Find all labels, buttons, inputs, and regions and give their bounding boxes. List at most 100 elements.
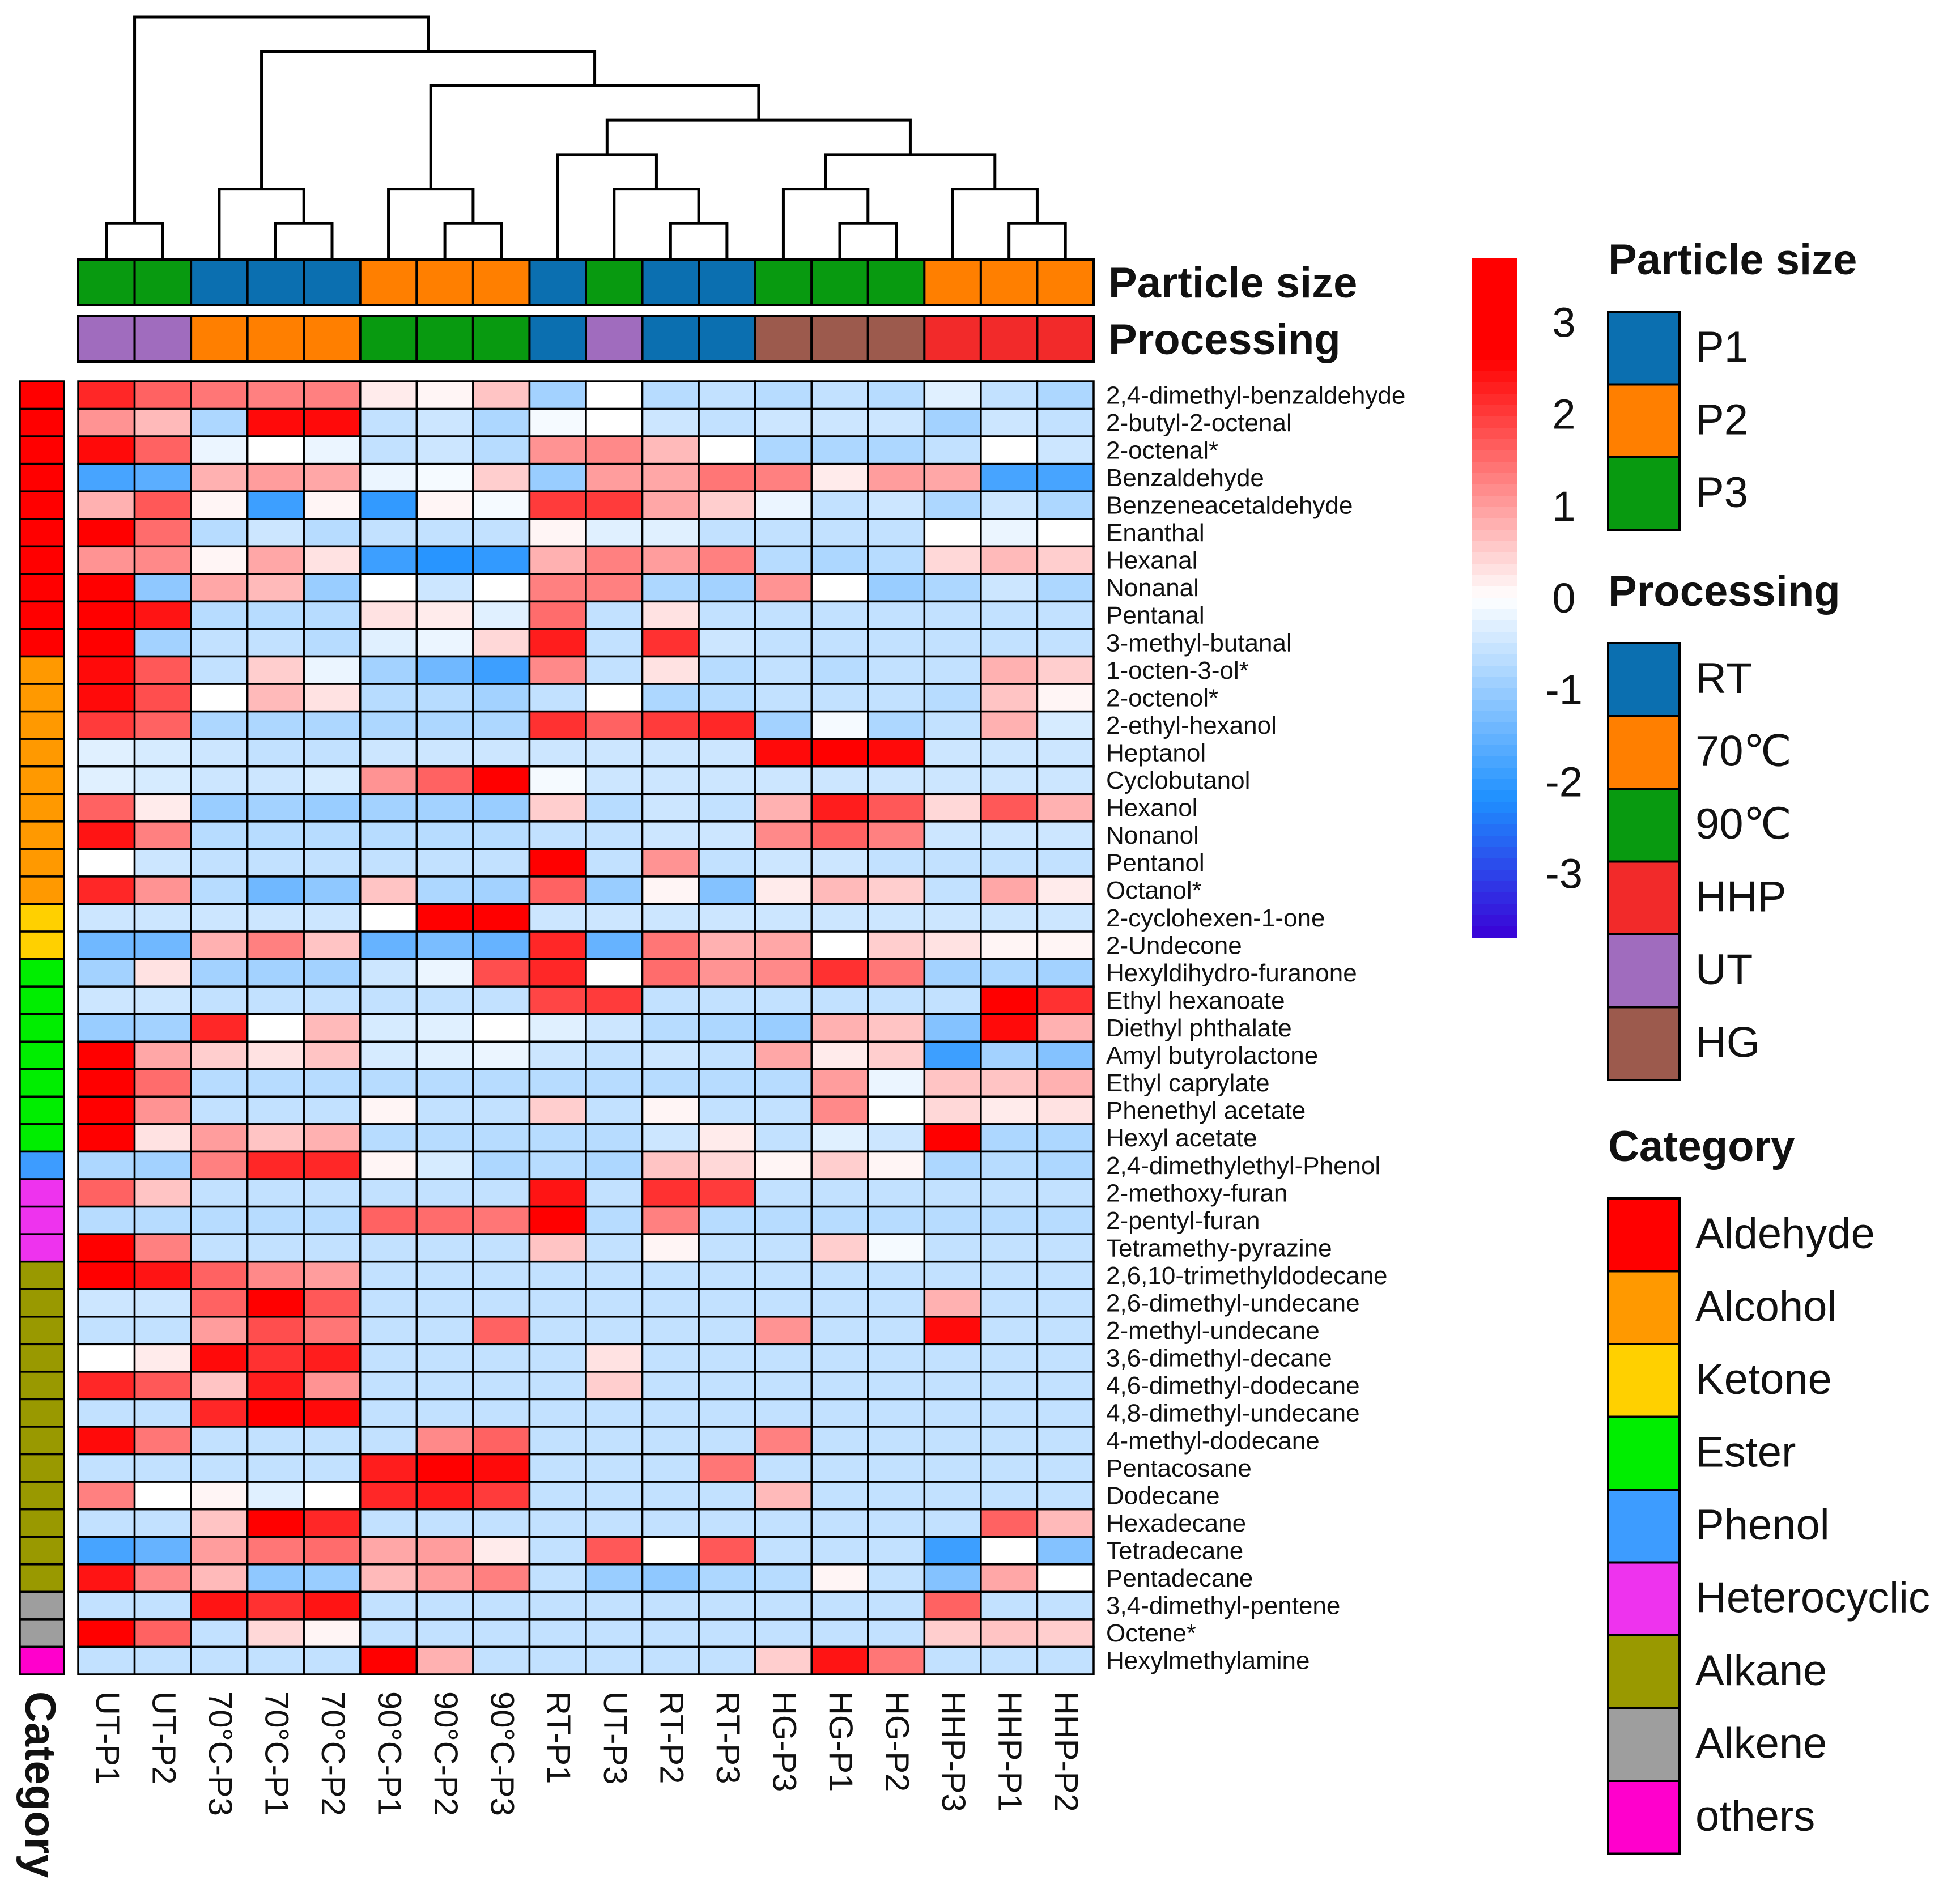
heatmap-cell (923, 1123, 982, 1153)
heatmap-cell (415, 1013, 474, 1043)
dendrogram-branch (133, 15, 430, 224)
heatmap-cell (867, 407, 926, 437)
heatmap-cell (472, 490, 531, 520)
heatmap-cell (1036, 1453, 1095, 1483)
heatmap-cell (246, 1150, 305, 1180)
heatmap-cell (190, 958, 249, 988)
heatmap-cell (359, 793, 418, 823)
color-scale-swatch (1472, 700, 1517, 712)
heatmap-cell (980, 765, 1039, 796)
heatmap-cell (810, 765, 869, 796)
heatmap-cell (923, 958, 982, 988)
heatmap-cell (923, 1563, 982, 1593)
heatmap-cell (923, 1371, 982, 1401)
heatmap-cell (867, 1013, 926, 1043)
processing-strip-cell (133, 315, 193, 363)
heatmap-cell (923, 710, 982, 740)
heatmap-cell (754, 1068, 813, 1098)
heatmap-cell (415, 407, 474, 437)
heatmap-cell (246, 683, 305, 713)
heatmap-cell (133, 545, 192, 575)
heatmap-cell (528, 1013, 587, 1043)
heatmap-cell (77, 1150, 136, 1180)
heatmap-cell (77, 848, 136, 878)
heatmap-cell (641, 573, 700, 603)
particle-size-strip-cell (585, 258, 644, 306)
processing-annotation-label: Processing (1108, 316, 1341, 364)
heatmap-cell (472, 765, 531, 796)
heatmap-cell (472, 985, 531, 1015)
heatmap-cell (190, 1508, 249, 1538)
dendrogram-branch (105, 222, 164, 258)
heatmap-cell (77, 490, 136, 520)
color-scale-swatch (1472, 666, 1517, 678)
heatmap-cell (528, 1233, 587, 1263)
legend-swatch (1607, 860, 1681, 935)
heatmap-cell (528, 380, 587, 410)
heatmap-cell (754, 1040, 813, 1070)
heatmap-cell (133, 1453, 192, 1483)
heatmap-cell (303, 1536, 362, 1566)
heatmap-cell (528, 958, 587, 988)
dendrogram-branch (838, 222, 898, 258)
heatmap-cell (980, 655, 1039, 685)
heatmap-cell (246, 1371, 305, 1401)
heatmap-cell (359, 1205, 418, 1235)
heatmap-cell (133, 407, 192, 437)
heatmap-cell (77, 903, 136, 933)
heatmap-cell (810, 1260, 869, 1290)
heatmap-cell (867, 1590, 926, 1621)
heatmap-cell (698, 655, 756, 685)
heatmap-cell (1036, 958, 1095, 988)
heatmap-cell (923, 738, 982, 768)
heatmap-cell (754, 462, 813, 492)
heatmap-cell (77, 1095, 136, 1125)
color-scale-swatch (1472, 632, 1517, 644)
particle-size-strip-cell (810, 258, 869, 306)
heatmap-cell (980, 518, 1039, 548)
category-bar-cell (19, 1288, 65, 1318)
heatmap-cell (867, 985, 926, 1015)
heatmap-cell (133, 1288, 192, 1318)
heatmap-cell (698, 1618, 756, 1648)
heatmap-cell (303, 1343, 362, 1373)
dendrogram-branch (669, 222, 729, 258)
heatmap-cell (754, 628, 813, 658)
heatmap-cell (246, 875, 305, 905)
row-label: Amyl butyrolactone (1106, 1042, 1318, 1070)
heatmap-cell (359, 820, 418, 850)
heatmap-cell (303, 380, 362, 410)
heatmap-cell (472, 1343, 531, 1373)
heatmap-cell (1036, 462, 1095, 492)
heatmap-cell (133, 628, 192, 658)
heatmap-cell (77, 793, 136, 823)
heatmap-cell (1036, 545, 1095, 575)
heatmap-cell (472, 793, 531, 823)
heatmap-cell (133, 573, 192, 603)
heatmap-cell (303, 435, 362, 465)
row-label: 2-ethyl-hexanol (1106, 712, 1277, 739)
color-scale-swatch (1472, 892, 1517, 904)
particle-size-strip-cell (415, 258, 474, 306)
heatmap-cell (810, 1508, 869, 1538)
heatmap-cell (585, 1178, 644, 1208)
heatmap-cell (472, 820, 531, 850)
heatmap-cell (246, 545, 305, 575)
heatmap-cell (133, 1095, 192, 1125)
heatmap-cell (867, 545, 926, 575)
color-scale-swatch (1472, 824, 1517, 836)
heatmap-cell (585, 875, 644, 905)
heatmap-cell (190, 573, 249, 603)
particle-size-strip-cell (979, 258, 1039, 306)
heatmap-cell (980, 1426, 1039, 1456)
heatmap-cell (585, 1260, 644, 1290)
heatmap-cell (923, 655, 982, 685)
color-scale-swatch (1472, 836, 1517, 848)
heatmap-cell (528, 1618, 587, 1648)
heatmap-cell (810, 683, 869, 713)
heatmap-cell (246, 1233, 305, 1263)
heatmap-cell (754, 1645, 813, 1675)
particle-size-strip-cell (1036, 258, 1095, 306)
color-scale-swatch (1472, 620, 1517, 632)
category-bar-cell (19, 1316, 65, 1346)
